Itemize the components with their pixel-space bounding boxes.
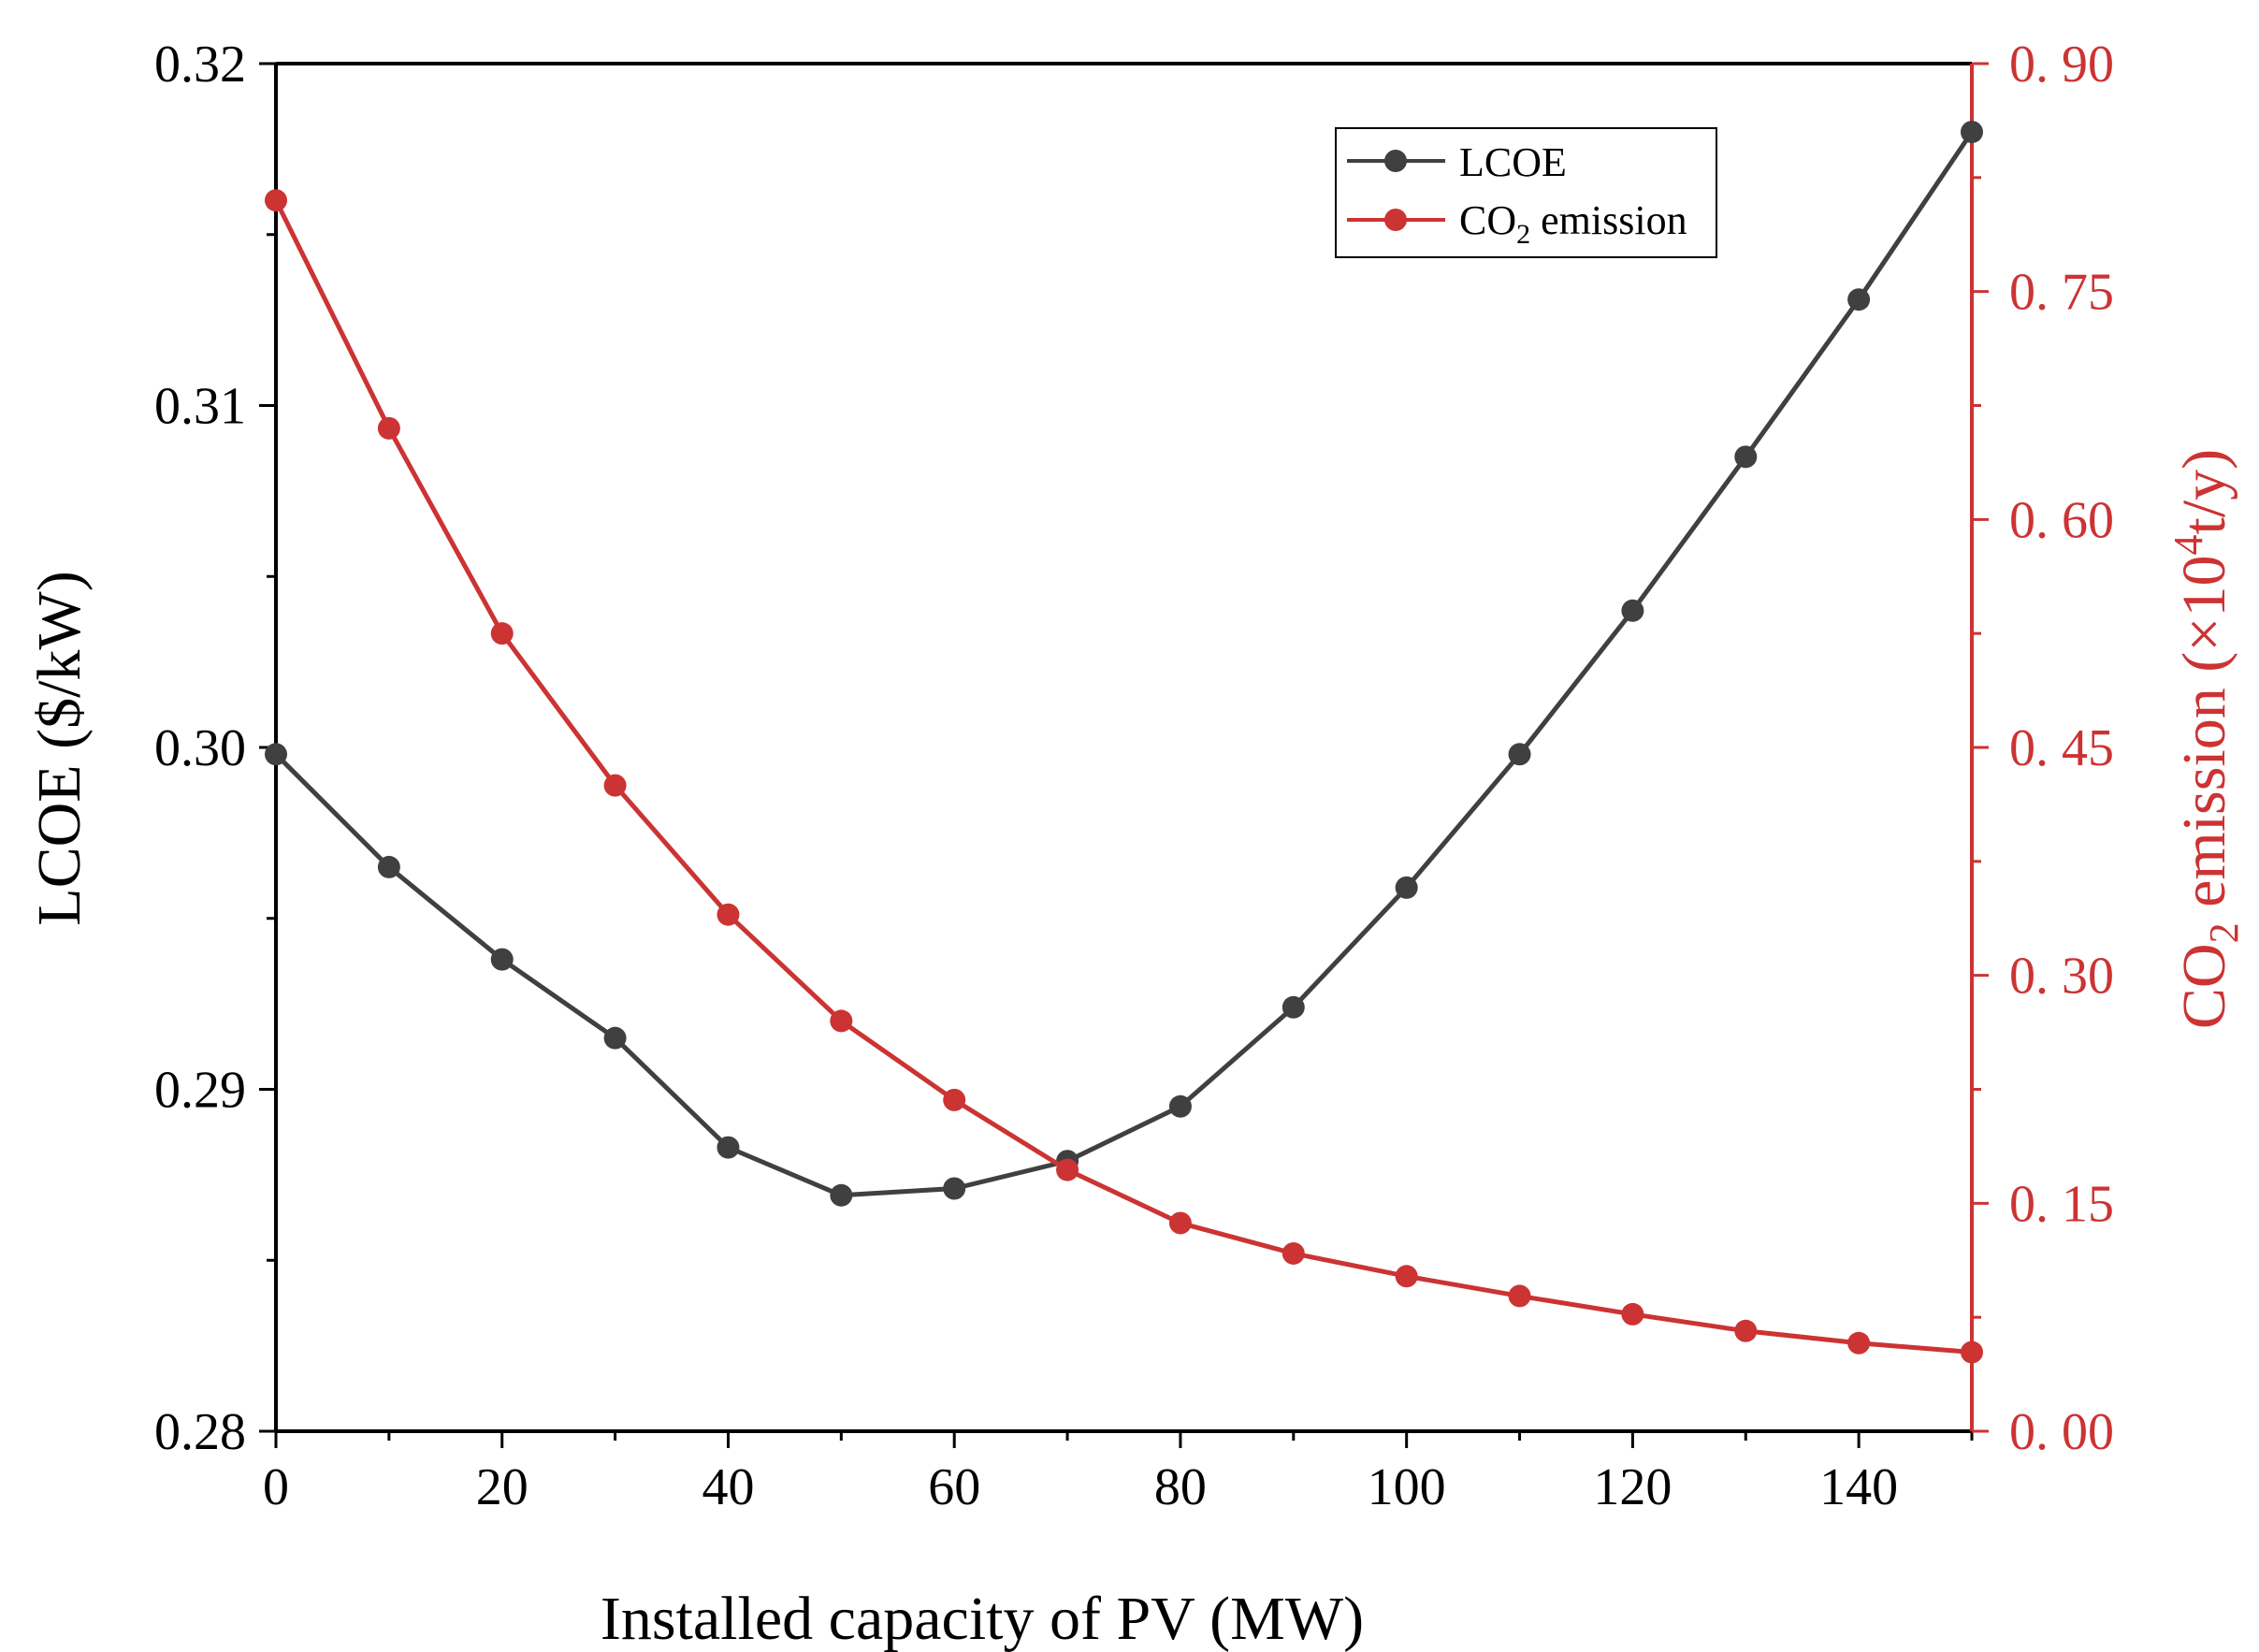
y-right-tick-label: 0. 30 [2009, 948, 2114, 1006]
co2-data-point [1961, 1340, 1983, 1364]
co2-data-point [265, 189, 287, 212]
co2-series-line [273, 199, 1973, 1355]
lcoe-data-point [1961, 121, 1983, 144]
axes [274, 62, 1974, 1433]
lcoe-data-point [1847, 288, 1871, 312]
co2-data-point [490, 622, 514, 645]
lcoe-data-point [603, 1026, 627, 1050]
co2-data-point [1282, 1241, 1305, 1265]
legend-co2-label-sub: 2 [1516, 219, 1530, 250]
x-tick-label: 0 [263, 1458, 289, 1516]
co2-data-point [943, 1088, 966, 1111]
lcoe-data-point [1508, 743, 1531, 766]
y-right-tick-label: 0. 75 [2009, 264, 2114, 322]
co2-data-point [830, 1009, 853, 1033]
legend-co2-marker [1384, 209, 1407, 231]
co2-data-point [1395, 1265, 1418, 1288]
co2-data-point [1508, 1284, 1531, 1308]
y-left-tick-label: 0.30 [154, 719, 246, 777]
lcoe-data-point [943, 1177, 966, 1200]
legend-co2-label: CO2 emission [1459, 197, 1687, 250]
legend-co2-label-main: CO [1459, 197, 1516, 243]
co2-data-point [1621, 1302, 1644, 1326]
y-left-tick-label: 0.32 [154, 36, 246, 94]
y-right-title-mid: emission (×10 [2170, 556, 2238, 923]
y-left-tick-label: 0.31 [154, 378, 246, 436]
x-tick-label: 100 [1368, 1458, 1446, 1516]
legend: LCOE CO2 emission [1335, 127, 1717, 258]
lcoe-data-point [717, 1136, 740, 1159]
y-right-title-prefix: CO [2170, 943, 2238, 1029]
x-tick-label: 140 [1819, 1458, 1898, 1516]
y-right-title-suffix: t/y) [2170, 449, 2238, 535]
lcoe-data-point [1282, 995, 1305, 1019]
lcoe-data-point [1734, 445, 1758, 469]
y-left-tick-label: 0.29 [154, 1062, 246, 1120]
legend-box [1335, 127, 1717, 258]
y-right-title-sub: 2 [2201, 922, 2247, 943]
y-axis-title-right: CO2 emission (×104t/y) [2165, 449, 2247, 1029]
co2-data-point [1168, 1211, 1192, 1235]
y-right-title-sup: 4 [2165, 535, 2211, 556]
co2-data-point [717, 903, 740, 926]
x-tick-label: 80 [1154, 1458, 1207, 1516]
lcoe-data-point [490, 948, 514, 971]
lcoe-series-line [274, 130, 1975, 1198]
x-axis-title: Installed capacity of PV (MW) [601, 1585, 1364, 1652]
lcoe-data-point [1395, 876, 1418, 899]
legend-lcoe-label: LCOE [1459, 139, 1567, 185]
co2-data-point [1847, 1331, 1871, 1355]
co2-data-point [603, 774, 627, 797]
x-tick-label: 40 [702, 1458, 754, 1516]
x-tick-label: 120 [1593, 1458, 1672, 1516]
y-left-tick-label: 0.28 [154, 1403, 246, 1461]
lcoe-data-point [265, 743, 287, 766]
x-tick-label: 20 [476, 1458, 529, 1516]
lcoe-data-point [1621, 599, 1644, 622]
y-axis-title-left: LCOE ($/kW) [25, 571, 94, 925]
y-right-tick-label: 0. 60 [2009, 491, 2114, 549]
legend-lcoe-marker [1384, 150, 1407, 172]
co2-data-point [377, 416, 400, 440]
co2-data-point [1734, 1319, 1758, 1342]
co2-data-point [1056, 1158, 1079, 1181]
y-right-tick-label: 0. 15 [2009, 1175, 2114, 1233]
y-right-tick-label: 0. 90 [2009, 36, 2114, 94]
y-right-tick-label: 0. 00 [2009, 1403, 2114, 1461]
ticks: 0 20 40 60 80 100 120 140 0.28 0.29 0.30 0.31 0.32 0.… [154, 36, 2114, 1516]
lcoe-data-point [377, 855, 400, 878]
legend-co2-label-rest: emission [1530, 197, 1687, 243]
lcoe-data-point [830, 1183, 853, 1207]
y-right-tick-label: 0. 45 [2009, 719, 2114, 777]
series [265, 121, 1983, 1364]
lcoe-data-point [1168, 1094, 1192, 1118]
x-tick-label: 60 [928, 1458, 980, 1516]
